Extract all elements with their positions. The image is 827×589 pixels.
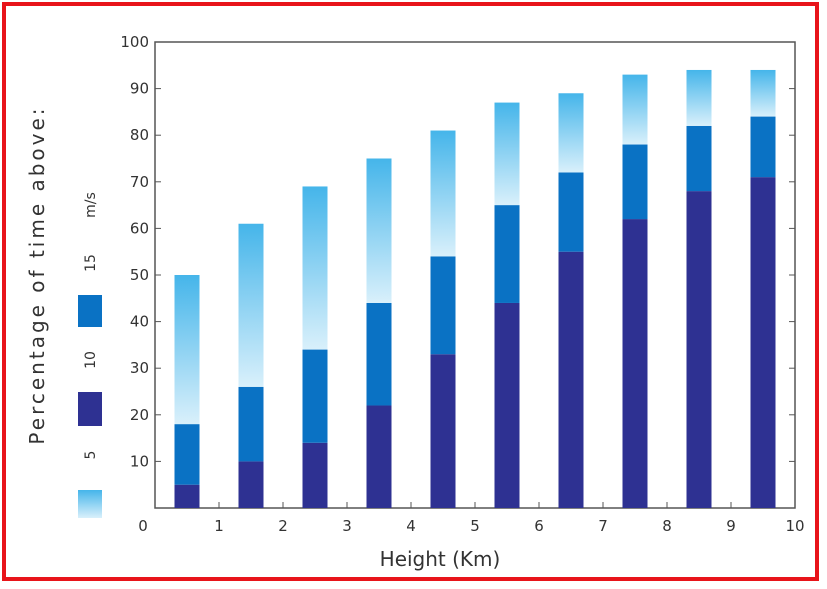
bar-segment-10-8 xyxy=(622,144,648,220)
x-axis: 0 1 2 3 4 5 6 7 8 9 10 xyxy=(138,502,805,535)
bars-group xyxy=(174,69,776,508)
y-tick-label: 70 xyxy=(130,173,149,191)
y-tick-label: 40 xyxy=(130,313,149,331)
x-tick-label: 4 xyxy=(406,517,416,535)
bar-segment-5-4 xyxy=(366,405,392,508)
legend-swatch-15 xyxy=(78,295,102,327)
y-tick-label: 100 xyxy=(120,33,149,51)
bar-segment-5-7 xyxy=(558,251,584,508)
bar-segment-15-5 xyxy=(430,130,456,257)
legend-label-5: 5 xyxy=(83,451,99,460)
y-tick-label: 30 xyxy=(130,359,149,377)
bar-segment-15-4 xyxy=(366,158,392,303)
bar-segment-5-8 xyxy=(622,219,648,508)
bar-segment-5-10 xyxy=(750,177,776,508)
x-tick-label: 5 xyxy=(470,517,480,535)
y-tick-label: 10 xyxy=(130,452,149,470)
x-tick-label: 2 xyxy=(278,517,288,535)
bar-segment-5-2 xyxy=(238,461,264,508)
bar-segment-15-2 xyxy=(238,223,264,387)
x-tick-label: 10 xyxy=(785,517,804,535)
bar-segment-15-8 xyxy=(622,74,648,145)
x-axis-title: Height (Km) xyxy=(380,547,501,571)
bar-segment-10-6 xyxy=(494,205,520,303)
legend-label-10: 10 xyxy=(83,351,99,369)
bar-segment-10-3 xyxy=(302,349,328,443)
bar-segment-15-9 xyxy=(686,69,712,126)
bar-segment-10-5 xyxy=(430,256,456,355)
bar-segment-10-7 xyxy=(558,172,584,252)
x-tick-label: 9 xyxy=(726,517,736,535)
bar-segment-15-3 xyxy=(302,186,328,350)
legend-unit: m/s xyxy=(83,192,99,218)
x-tick-label: 1 xyxy=(214,517,224,535)
y-tick-label: 50 xyxy=(130,266,149,284)
y-axis: 10 20 30 40 50 60 70 80 90 100 xyxy=(120,33,795,509)
x-tick-label: 7 xyxy=(598,517,608,535)
y-tick-label: 60 xyxy=(130,219,149,237)
x-tick-label: 6 xyxy=(534,517,544,535)
bar-segment-5-3 xyxy=(302,442,328,508)
bar-segment-5-5 xyxy=(430,354,456,508)
bar-segment-15-10 xyxy=(750,69,776,117)
image-frame xyxy=(2,2,819,581)
bar-segment-15-7 xyxy=(558,93,584,173)
y-tick-label: 80 xyxy=(130,126,149,144)
legend-swatch-10 xyxy=(78,392,102,426)
bar-segment-5-9 xyxy=(686,191,712,508)
x-tick-label: 8 xyxy=(662,517,672,535)
bar-segment-10-4 xyxy=(366,302,392,406)
y-tick-label: 20 xyxy=(130,406,149,424)
bar-segment-10-10 xyxy=(750,116,776,178)
legend-label-15: 15 xyxy=(83,254,99,272)
bar-segment-5-1 xyxy=(174,484,200,508)
legend: 5 10 15 m/s xyxy=(78,192,102,518)
bar-segment-10-2 xyxy=(238,386,264,462)
bar-segment-10-9 xyxy=(686,125,712,192)
y-axis-title: Percentage of time above: xyxy=(25,105,49,444)
bar-segment-15-6 xyxy=(494,102,520,206)
y-tick-label: 90 xyxy=(130,80,149,98)
legend-swatch-5 xyxy=(78,490,102,518)
bar-segment-5-6 xyxy=(494,302,520,508)
bar-segment-15-1 xyxy=(174,275,200,425)
x-tick-label: 3 xyxy=(342,517,352,535)
x-tick-label: 0 xyxy=(138,517,148,535)
bar-segment-10-1 xyxy=(174,424,200,485)
